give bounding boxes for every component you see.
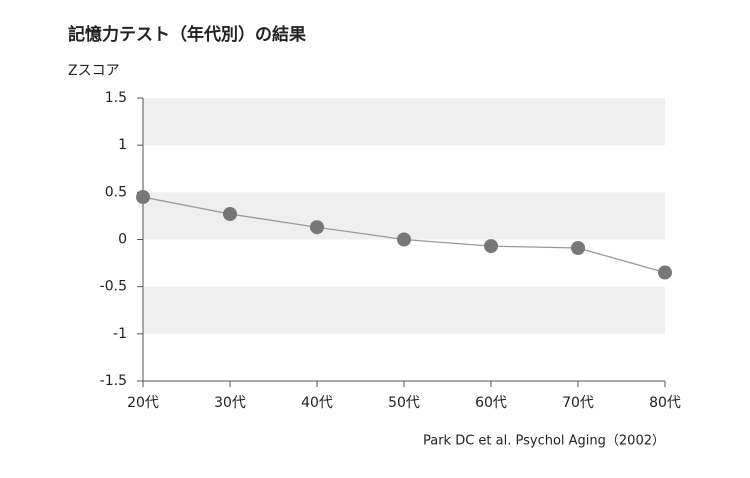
x-tick-label: 40代 xyxy=(301,395,333,411)
data-point xyxy=(310,220,324,235)
x-tick-label: 20代 xyxy=(127,395,159,411)
grid-band xyxy=(143,286,665,334)
y-tick-label: 0 xyxy=(118,232,127,248)
data-point xyxy=(658,265,672,280)
y-axis-label: Zスコア xyxy=(68,63,120,79)
x-tick-label: 50代 xyxy=(388,395,420,411)
y-tick-label: -0.5 xyxy=(100,279,127,295)
x-tick-label: 70代 xyxy=(562,395,594,411)
y-tick-label: 1.5 xyxy=(105,90,127,106)
source: Park DC et al. Psychol Aging（2002） xyxy=(423,434,665,449)
data-point xyxy=(571,240,585,255)
y-tick-label: 0.5 xyxy=(105,184,127,200)
data-point xyxy=(484,239,498,254)
y-tick-label: -1 xyxy=(113,326,127,342)
data-point xyxy=(136,190,150,205)
data-point xyxy=(397,232,411,247)
grid-band xyxy=(143,98,665,146)
x-tick-label: 80代 xyxy=(649,395,681,411)
chart-title: 記憶力テスト（年代別）の結果 xyxy=(68,24,306,45)
x-tick-label: 60代 xyxy=(475,395,507,411)
data-point xyxy=(223,207,237,222)
y-tick-label: 1 xyxy=(118,137,127,153)
x-tick-label: 30代 xyxy=(214,395,246,411)
y-tick-label: -1.5 xyxy=(100,373,127,389)
grid-band xyxy=(143,192,665,240)
